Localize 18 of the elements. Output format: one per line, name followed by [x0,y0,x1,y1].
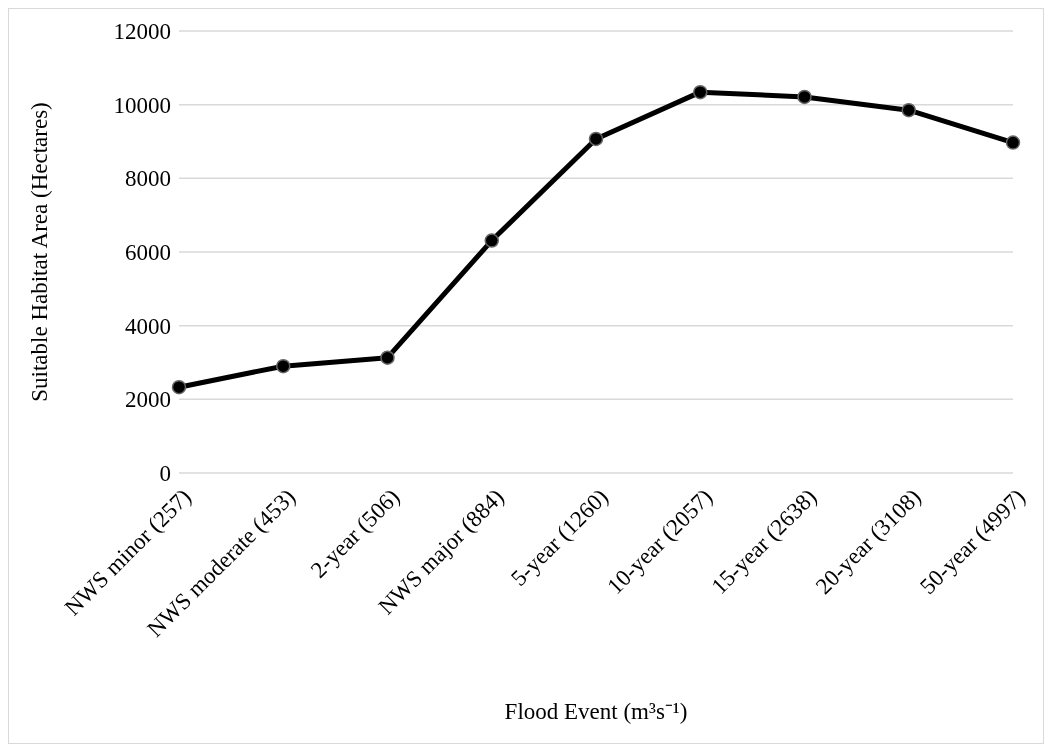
y-tick-label: 12000 [113,19,171,45]
x-axis-title: Flood Event (m³s⁻¹) [504,699,688,724]
y-tick-label: 2000 [125,387,171,413]
y-tick-label: 10000 [113,92,171,118]
point [484,233,499,248]
y-tick-label: 0 [159,461,171,487]
point [797,89,812,105]
y-tick-label: 6000 [125,240,171,266]
point [901,102,916,118]
y-tick-label: 4000 [125,313,171,339]
point [171,379,187,395]
y-axis-title: Suitable Habitat Area (Hectares) [27,102,53,402]
point [1005,135,1021,150]
y-tick-label: 8000 [125,166,171,192]
point [588,131,604,147]
point [693,84,708,100]
point [276,358,291,374]
point [380,350,395,365]
